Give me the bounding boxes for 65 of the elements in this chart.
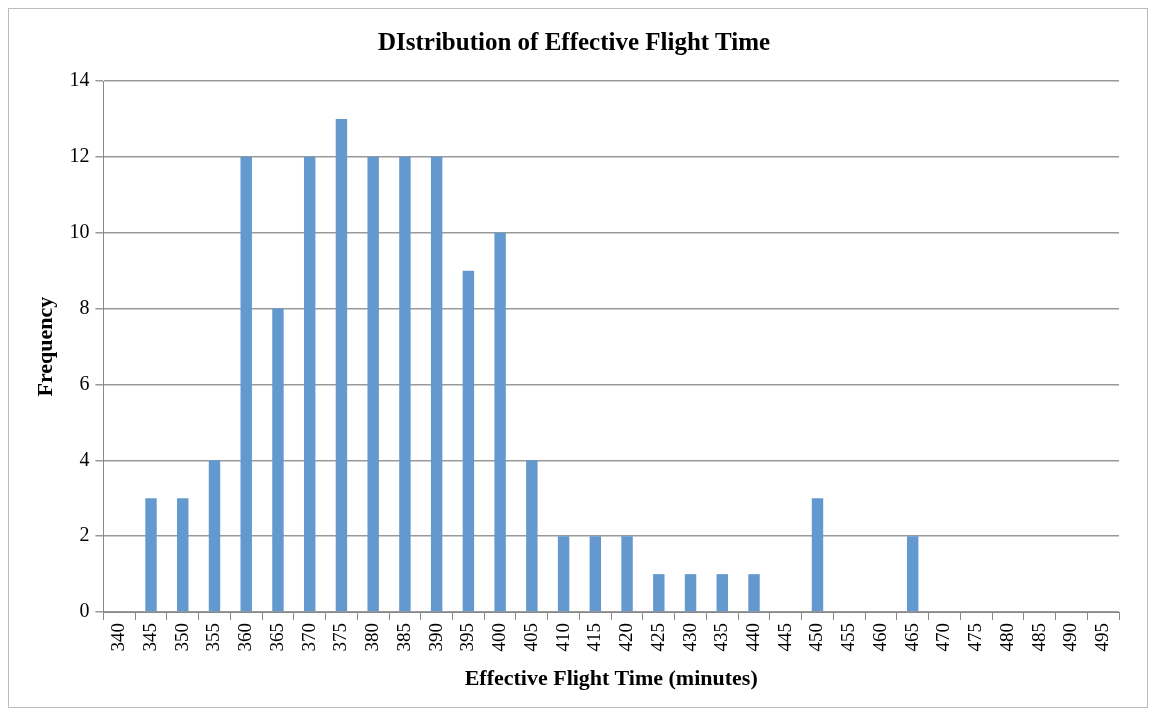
bar [684, 574, 697, 612]
y-tick-label: 0 [79, 599, 90, 622]
x-tick-label: 455 [837, 623, 859, 652]
x-tick-label: 465 [900, 623, 922, 652]
x-tick-label: 480 [995, 623, 1017, 652]
x-tick-label: 460 [868, 623, 890, 652]
bar [653, 574, 665, 612]
y-tick-label: 10 [69, 219, 90, 242]
x-tick-label: 430 [678, 623, 700, 652]
bar [240, 156, 252, 612]
x-tick-label: 445 [773, 623, 795, 652]
x-tick-label: 390 [424, 623, 446, 652]
bar [430, 156, 443, 612]
x-tick-label: 485 [1027, 623, 1049, 652]
x-tick-label: 435 [710, 623, 732, 652]
bar [621, 536, 633, 612]
y-tick-label: 14 [69, 68, 90, 91]
bar [557, 536, 570, 612]
y-tick-label: 4 [79, 447, 90, 470]
bar [494, 232, 506, 612]
x-tick-label: 400 [488, 623, 510, 652]
bar [589, 536, 602, 612]
x-tick-label: 380 [361, 623, 383, 652]
x-tick-label: 490 [1059, 623, 1081, 652]
bar [716, 574, 728, 612]
x-tick-label: 410 [551, 623, 573, 652]
y-tick-label: 12 [69, 144, 90, 167]
bar [526, 460, 538, 612]
chart-title: DIstribution of Effective Flight Time [377, 28, 771, 56]
x-tick-label: 405 [519, 623, 541, 652]
x-tick-label: 385 [392, 623, 414, 652]
x-axis-title: Effective Flight Time (minutes) [464, 665, 758, 691]
x-tick-label: 425 [646, 623, 668, 652]
y-tick-label: 8 [79, 295, 90, 318]
x-tick-label: 495 [1091, 623, 1113, 652]
x-tick-label: 475 [964, 623, 986, 652]
x-tick-label: 350 [170, 623, 192, 652]
x-tick-label: 360 [234, 623, 256, 652]
bar [399, 156, 411, 612]
x-tick-label: 395 [456, 623, 478, 652]
bar [335, 118, 348, 612]
bar [367, 156, 379, 612]
bar [208, 460, 221, 612]
x-tick-label: 470 [932, 623, 954, 652]
bar [272, 308, 284, 612]
bar [145, 498, 157, 612]
x-tick-label: 375 [329, 623, 351, 652]
bar [748, 574, 760, 612]
y-axis-title: Frequency [31, 296, 57, 397]
bar [303, 156, 316, 612]
x-tick-label: 450 [805, 623, 827, 652]
x-tick-label: 370 [297, 623, 319, 652]
x-tick-label: 415 [583, 623, 605, 652]
y-tick-label: 6 [79, 371, 90, 394]
bar [811, 498, 824, 612]
x-tick-label: 355 [202, 623, 224, 652]
bar [906, 536, 919, 612]
x-tick-label: 345 [138, 623, 160, 652]
x-tick-label: 365 [265, 623, 287, 652]
x-tick-label: 440 [742, 623, 763, 652]
bar [462, 270, 475, 612]
bar [177, 498, 189, 612]
x-tick-label: 340 [107, 623, 129, 652]
y-tick-label: 2 [79, 523, 90, 546]
x-tick-label: 420 [615, 623, 637, 652]
